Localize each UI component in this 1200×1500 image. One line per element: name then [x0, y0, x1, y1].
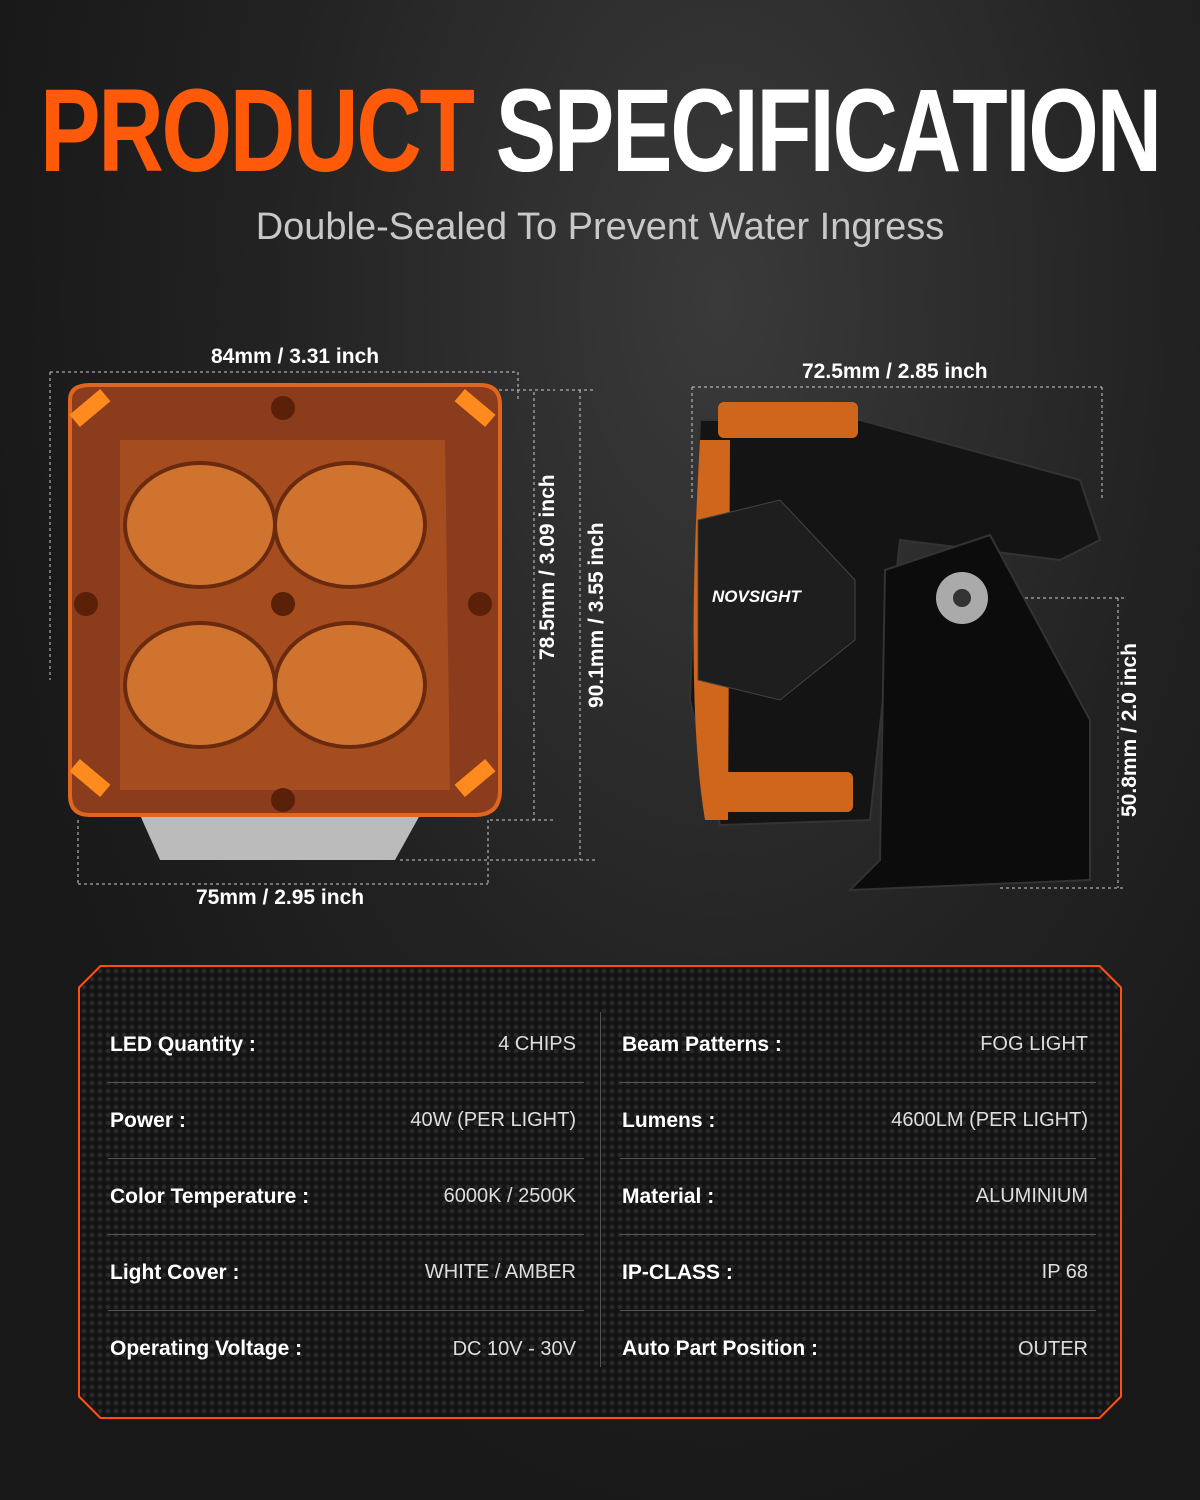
spec-label: Color Temperature : [110, 1184, 310, 1208]
spec-value: DC 10V - 30V [452, 1337, 576, 1360]
dim-front-width-bottom: 75mm / 2.95 inch [196, 886, 365, 909]
spec-value: WHITE / AMBER [424, 1261, 576, 1283]
dim-side-mount-height: 50.8mm / 2.0 inch [1118, 643, 1141, 818]
spec-row: LED Quantity : 4 CHIPS [108, 1007, 584, 1083]
page-title-wrap: PRODUCT SPECIFICATION [40, 72, 1162, 190]
spec-row: IP-CLASS : IP 68 [620, 1235, 1096, 1311]
spec-row: Material : ALUMINIUM [620, 1159, 1096, 1235]
side-view-light [688, 402, 1102, 892]
spec-label: Lumens : [622, 1108, 716, 1132]
spec-row: Auto Part Position : OUTER [620, 1311, 1096, 1387]
spec-value: IP 68 [1041, 1261, 1088, 1283]
title-orange: PRODUCT [40, 65, 475, 197]
spec-value: ALUMINIUM [975, 1185, 1088, 1207]
spec-value: OUTER [1018, 1337, 1088, 1360]
page-title: PRODUCT SPECIFICATION [40, 72, 1162, 190]
spec-label: IP-CLASS : [622, 1260, 733, 1284]
spec-label: LED Quantity : [110, 1032, 256, 1056]
spec-row: Color Temperature : 6000K / 2500K [108, 1159, 584, 1235]
spec-row: Operating Voltage : DC 10V - 30V [108, 1311, 584, 1387]
spec-value: 6000K / 2500K [443, 1185, 576, 1207]
dim-side-depth: 72.5mm / 2.85 inch [802, 360, 988, 383]
product-drawings: NOVSIGHT [49, 371, 1125, 892]
brand-logo: NOVSIGHT [712, 587, 802, 606]
spec-label: Light Cover : [110, 1260, 240, 1284]
subtitle: Double-Sealed To Prevent Water Ingress [255, 206, 945, 248]
dim-front-width-top: 84mm / 3.31 inch [211, 345, 380, 368]
dimension-lines [49, 371, 1125, 889]
spec-panel: LED Quantity : 4 CHIPS Power : 40W (PER LI… [80, 967, 1120, 1417]
spec-label: Auto Part Position : [622, 1337, 818, 1360]
spec-row: Beam Patterns : FOG LIGHT [620, 1007, 1096, 1083]
spec-label: Power : [110, 1108, 186, 1132]
spec-label: Operating Voltage : [110, 1337, 303, 1360]
column-divider [600, 1012, 601, 1367]
spec-row: Lumens : 4600LM (PER LIGHT) [620, 1083, 1096, 1159]
spec-value: 40W (PER LIGHT) [410, 1109, 576, 1131]
spec-column-right: Beam Patterns : FOG LIGHT Lumens : 4600LM … [620, 1007, 1096, 1387]
spec-row: Power : 40W (PER LIGHT) [108, 1083, 584, 1159]
spec-label: Material : [622, 1184, 715, 1208]
dim-front-height-inner: 78.5mm / 3.09 inch [536, 474, 559, 661]
dim-front-height-outer: 90.1mm / 3.55 inch [585, 522, 608, 709]
spec-label: Beam Patterns : [622, 1032, 782, 1056]
front-view-light [68, 383, 502, 860]
spec-column-left: LED Quantity : 4 CHIPS Power : 40W (PER LI… [108, 1007, 584, 1387]
spec-value: FOG LIGHT [980, 1033, 1088, 1055]
title-white: SPECIFICATION [495, 65, 1163, 197]
spec-value: 4600LM (PER LIGHT) [891, 1109, 1088, 1131]
spec-row: Light Cover : WHITE / AMBER [108, 1235, 584, 1311]
spec-value: 4 CHIPS [498, 1033, 576, 1055]
